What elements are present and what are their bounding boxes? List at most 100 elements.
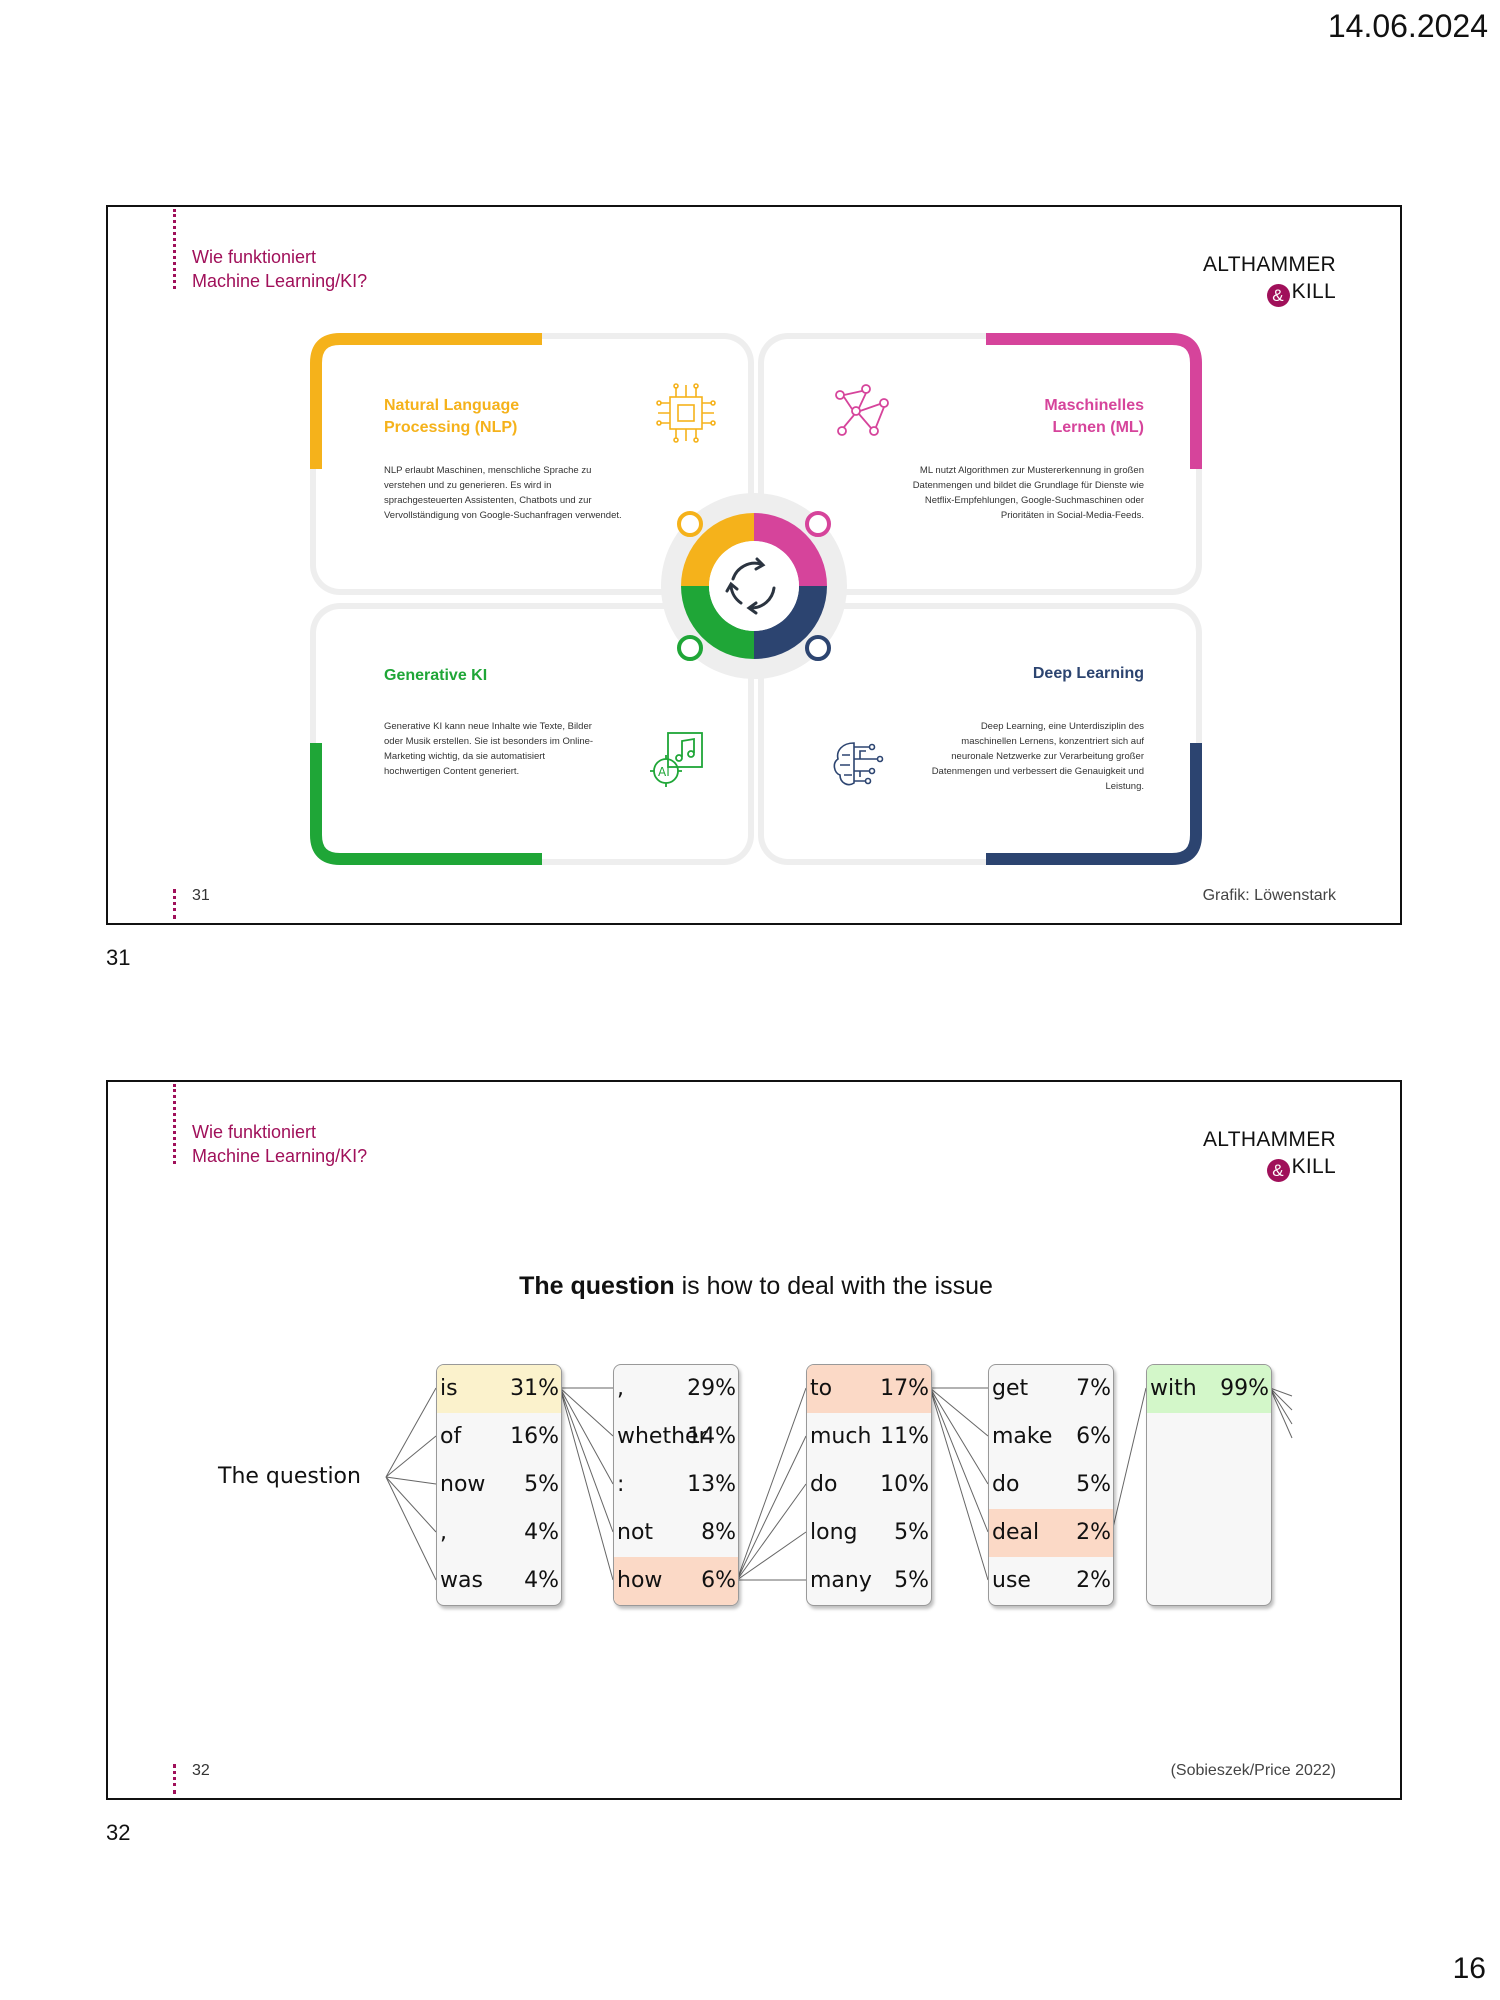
dl-accent <box>986 743 1202 865</box>
token-word: : <box>617 1472 625 1497</box>
token-row: now 5% <box>437 1461 561 1509</box>
connector-line <box>929 1387 989 1437</box>
prediction-column-1: is 31% of 16% now 5%, 4% was 4% <box>436 1364 562 1606</box>
ml-title-line-2: Lernen (ML) <box>1052 419 1144 436</box>
token-word: is <box>440 1376 458 1401</box>
althammer-kill-logo: ALTHAMMER & KILL <box>1176 251 1336 307</box>
prediction-column-5: with 99% <box>1146 1364 1272 1606</box>
token-word: of <box>440 1424 462 1449</box>
token-word: , <box>440 1520 447 1545</box>
token-row: is 31% <box>437 1365 561 1413</box>
sentence-bold-part: The question <box>519 1272 675 1300</box>
token-probability: 6% <box>701 1568 736 1593</box>
token-row: not 8% <box>614 1509 738 1557</box>
token-probability: 4% <box>524 1568 559 1593</box>
headline-line-1: Wie funktioniert <box>192 247 317 267</box>
ring-segment-nlp <box>681 513 754 586</box>
network-icon <box>835 384 889 436</box>
headline-line-2: Machine Learning/KI? <box>192 271 368 291</box>
example-sentence: The question is how to deal with the iss… <box>108 1272 1404 1301</box>
token-word: , <box>617 1376 624 1401</box>
page-date: 14.06.2024 <box>1327 8 1488 44</box>
ml-title: Maschinelles Lernen (ML) <box>1044 395 1144 439</box>
token-probability: 4% <box>524 1520 559 1545</box>
token-probability: 5% <box>1076 1472 1111 1497</box>
token-word: to <box>810 1376 833 1401</box>
connector-line <box>385 1476 437 1581</box>
source-citation: (Sobieszek/Price 2022) <box>1170 1762 1336 1779</box>
token-row: get 7% <box>989 1365 1113 1413</box>
token-probability: 7% <box>1076 1376 1111 1401</box>
ring-segment-genai <box>681 586 754 659</box>
genai-accent <box>310 743 542 865</box>
dotted-accent-bottom <box>173 889 176 919</box>
token-word: long <box>810 1520 858 1545</box>
token-word: many <box>810 1568 872 1593</box>
token-word: do <box>810 1472 838 1497</box>
genai-title: Generative KI <box>384 667 488 684</box>
headline-line-1: Wie funktioniert <box>192 1122 317 1142</box>
token-word: do <box>992 1472 1020 1497</box>
token-row: of 16% <box>437 1413 561 1461</box>
prediction-column-3: to 17% much 11% do 10% long 5% many 5% <box>806 1364 932 1606</box>
connector-line <box>736 1435 807 1581</box>
svg-text:AI: AI <box>658 765 670 779</box>
token-word: whether <box>617 1424 708 1449</box>
token-row: deal 2% <box>989 1509 1113 1557</box>
dl-title: Deep Learning <box>1032 665 1144 682</box>
chip-icon <box>656 383 716 443</box>
ring-node-ml <box>805 511 831 537</box>
logo-ampersand: & <box>1266 1159 1290 1182</box>
connector-line <box>559 1387 614 1485</box>
logo-line-2: KILL <box>1291 280 1336 303</box>
token-row: , 4% <box>437 1509 561 1557</box>
connector-line <box>1269 1387 1293 1425</box>
image-credit: Grafik: Löwenstark <box>1202 887 1336 904</box>
token-probability: 16% <box>510 1424 559 1449</box>
slide-headline: Wie funktioniert Machine Learning/KI? <box>192 245 367 293</box>
token-probability: 29% <box>687 1376 736 1401</box>
quadrant-genai <box>316 609 748 859</box>
token-probability: 5% <box>894 1520 929 1545</box>
token-probability: 5% <box>894 1568 929 1593</box>
cycle-arrows-icon <box>725 557 776 615</box>
slide-number: 32 <box>192 1762 210 1779</box>
token-word: deal <box>992 1520 1040 1545</box>
token-row: do 10% <box>807 1461 931 1509</box>
token-row: long 5% <box>807 1509 931 1557</box>
slide-number: 31 <box>192 887 210 904</box>
token-word: was <box>440 1568 483 1593</box>
token-probability: 14% <box>687 1424 736 1449</box>
nlp-title: Natural Language Processing (NLP) <box>384 395 519 439</box>
token-probability: 6% <box>1076 1424 1111 1449</box>
dotted-accent-top <box>173 1084 176 1164</box>
token-probability: 99% <box>1220 1376 1269 1401</box>
connector-line <box>929 1387 989 1533</box>
connector-lines <box>385 1387 1293 1581</box>
token-probability: 11% <box>880 1424 929 1449</box>
prediction-column-2: , 29% whether 14%: 13% not 8% how 6% <box>613 1364 739 1606</box>
connector-line <box>559 1387 614 1437</box>
ring-node-nlp <box>677 511 703 537</box>
page-number: 16 <box>1452 1952 1486 1985</box>
slide-label-32: 32 <box>106 1820 131 1845</box>
token-probability: 2% <box>1076 1520 1111 1545</box>
connector-line <box>385 1435 437 1478</box>
slide-32: Wie funktioniert Machine Learning/KI? AL… <box>106 1080 1402 1800</box>
nlp-accent <box>310 333 542 469</box>
token-word: make <box>992 1424 1053 1449</box>
token-row: , 29% <box>614 1365 738 1413</box>
connector-line <box>1269 1387 1293 1411</box>
ai-music-icon: AI <box>650 732 703 787</box>
token-row: with 99% <box>1147 1365 1271 1413</box>
nlp-title-line-2: Processing (NLP) <box>384 419 518 436</box>
token-probability: 5% <box>524 1472 559 1497</box>
prediction-column-4: get 7% make 6% do 5% deal 2% use 2% <box>988 1364 1114 1606</box>
connector-line <box>559 1387 614 1581</box>
token-probability: 8% <box>701 1520 736 1545</box>
logo-ampersand: & <box>1266 284 1290 307</box>
headline-line-2: Machine Learning/KI? <box>192 1146 368 1166</box>
ring-segment-dl <box>754 586 827 659</box>
slide-31: Wie funktioniert Machine Learning/KI? AL… <box>106 205 1402 925</box>
ring-segment-ml <box>754 513 827 586</box>
